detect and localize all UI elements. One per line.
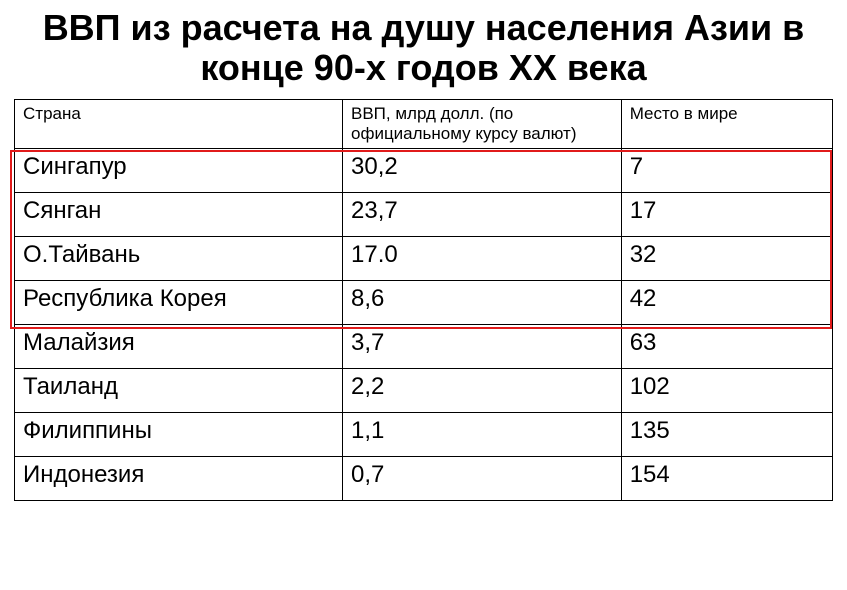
page-root: ВВП из расчета на душу населения Азии в … xyxy=(0,0,847,590)
cell-country: О.Тайвань xyxy=(15,236,343,280)
cell-gdp: 30,2 xyxy=(343,148,622,192)
cell-rank: 102 xyxy=(621,368,832,412)
cell-country: Малайзия xyxy=(15,324,343,368)
table-row: Сингапур30,27 xyxy=(15,148,833,192)
header-gdp: ВВП, млрд долл. (по официальному курсу в… xyxy=(343,99,622,148)
cell-gdp: 23,7 xyxy=(343,192,622,236)
cell-gdp: 17.0 xyxy=(343,236,622,280)
table-row: Малайзия3,763 xyxy=(15,324,833,368)
table-body: Сингапур30,27Сянган23,717О.Тайвань17.032… xyxy=(15,148,833,500)
table-row: О.Тайвань17.032 xyxy=(15,236,833,280)
table-header-row: Страна ВВП, млрд долл. (по официальному … xyxy=(15,99,833,148)
table-head: Страна ВВП, млрд долл. (по официальному … xyxy=(15,99,833,148)
cell-country: Таиланд xyxy=(15,368,343,412)
cell-country: Филиппины xyxy=(15,412,343,456)
gdp-table: Страна ВВП, млрд долл. (по официальному … xyxy=(14,99,833,501)
table-row: Таиланд2,2102 xyxy=(15,368,833,412)
cell-rank: 42 xyxy=(621,280,832,324)
cell-country: Сингапур xyxy=(15,148,343,192)
table-row: Сянган23,717 xyxy=(15,192,833,236)
cell-gdp: 1,1 xyxy=(343,412,622,456)
header-country: Страна xyxy=(15,99,343,148)
cell-gdp: 3,7 xyxy=(343,324,622,368)
cell-rank: 135 xyxy=(621,412,832,456)
cell-rank: 17 xyxy=(621,192,832,236)
cell-rank: 7 xyxy=(621,148,832,192)
table-row: Республика Корея8,642 xyxy=(15,280,833,324)
cell-country: Республика Корея xyxy=(15,280,343,324)
cell-country: Сянган xyxy=(15,192,343,236)
cell-country: Индонезия xyxy=(15,456,343,500)
cell-gdp: 0,7 xyxy=(343,456,622,500)
table-row: Индонезия0,7154 xyxy=(15,456,833,500)
table-row: Филиппины1,1135 xyxy=(15,412,833,456)
cell-rank: 63 xyxy=(621,324,832,368)
header-rank: Место в мире xyxy=(621,99,832,148)
cell-rank: 154 xyxy=(621,456,832,500)
page-title: ВВП из расчета на душу населения Азии в … xyxy=(14,8,833,89)
cell-gdp: 2,2 xyxy=(343,368,622,412)
cell-rank: 32 xyxy=(621,236,832,280)
cell-gdp: 8,6 xyxy=(343,280,622,324)
